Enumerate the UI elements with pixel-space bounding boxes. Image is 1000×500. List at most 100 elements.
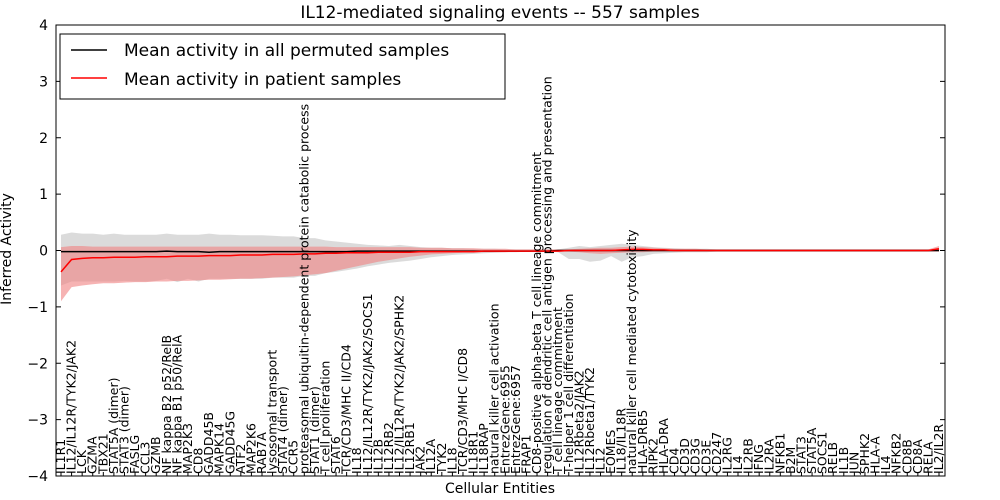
chart-title: IL12-mediated signaling events -- 557 sa… [300,3,700,23]
x-tick-label: HLA-A [868,436,883,474]
x-axis-label: Cellular Entities [445,481,555,497]
x-tick-label: STAT4 (dimer) [275,386,290,474]
x-tick-label: T cell lineage commitment [550,307,565,475]
x-tick-label: SPHK2 [857,433,872,474]
y-tick-label: 3 [39,74,48,90]
x-tick-label: FRAP1 [518,435,533,474]
x-tick-label: NFKB1 [772,433,787,474]
x-tick-label: TYK2 [434,443,449,475]
x-tick-label: IL1B [836,447,851,474]
x-tick-label: T-helper 1 cell differentiation [561,294,576,475]
legend-label-patient: Mean activity in patient samples [124,70,401,90]
series-line-patient [60,248,940,273]
legend: Mean activity in all permuted samples Me… [59,33,506,100]
x-tick-label: IL18R1 [466,431,481,474]
x-tick-label: IL12/IL12R/TYK2/JAK2 [64,340,79,474]
y-tick-labels: −4 −3 −2 −1 0 1 2 3 4 [27,18,48,485]
y-tick-label: 0 [39,244,48,260]
x-tick-labels: IL1R1IL12/IL12R/TYK2/JAK2LCKGZMATBX21STA… [53,76,946,475]
x-tick-label: STAT5A [804,427,819,474]
x-tick-label: IL12 [593,447,608,474]
x-tick-label: GADD45B [201,412,216,474]
x-tick-label: IL12Rbeta2/JAK2 [571,370,586,474]
x-tick-label: MAPK14 [212,423,227,474]
y-axis-label: Inferred Activity [0,193,15,305]
x-tick-label: CD3E [698,440,713,474]
band-patient [61,246,939,302]
x-tick-label: IL12Rbeta1/TYK2 [582,367,597,474]
x-tick-label: MAP2K6 [243,423,258,474]
x-tick-label: FASLG [127,435,142,474]
x-tick-label: HLA-DRB5 [635,410,650,474]
x-tick-label: IL18/IL18R [614,408,629,474]
x-tick-label: IL12A [423,438,438,474]
spread-bands [61,232,939,302]
x-tick-label: CD8B [899,439,914,474]
x-tick-label: IL4 [730,455,745,474]
y-tick-label: −1 [27,300,48,316]
x-tick-label: TCR/CD3/MHC II/CD4 [339,344,354,475]
x-tick-label: IFNG [751,444,766,474]
x-tick-label: proteasomal ubiquitin-dependent protein … [296,104,311,474]
x-tick-label: IL12RB2 [381,422,396,474]
y-tick-label: −2 [27,356,48,372]
x-tick-label: LCK [74,449,89,474]
series-lines [60,248,940,273]
x-tick-label: STAT3 [794,436,809,474]
x-tick-label: CD8A [910,439,925,474]
y-tick-label: 2 [39,131,48,147]
x-tick-label: STAT6 [328,436,343,474]
x-tick-label: lysosomal transport [265,350,280,474]
x-tick-label: CD8 [191,448,206,474]
x-tick-label: IL4 [878,455,893,474]
x-tick-label: B2M [783,447,798,474]
x-tick-label: IL12/IL12R/TYK2/JAK2/SPHK2 [392,295,407,474]
x-tick-label: IL18RAP [476,423,491,474]
x-tick-label: IL12B [370,439,385,474]
x-tick-label: SOCS1 [815,432,830,474]
legend-label-permuted: Mean activity in all permuted samples [124,41,449,61]
x-tick-label: IL2RA [762,438,777,474]
legend-box [59,33,506,100]
x-tick-label: EntrezGene:6957 [508,365,523,474]
x-tick-label: STAT3 (dimer) [117,386,132,474]
x-tick-label: IL12RB1 [402,422,417,474]
x-tick-label: ATF2 [233,444,248,474]
x-tick-label: HLA-DRA [656,418,671,474]
x-tick-label: STAT1 (dimer) [307,386,322,474]
x-tick-label: CCR5 [286,440,301,474]
x-tick-label: CD4 [667,448,682,474]
x-tick-label: EOMES [603,430,618,474]
x-tick-label: IL18 [444,447,459,474]
x-tick-label: EntrezGene:6955 [497,365,512,474]
x-tick-label: RELA [920,441,935,474]
x-tick-label: IL18 [349,447,364,474]
x-tick-label: TBX21 [95,433,110,475]
x-tick-label: JAK2 [413,446,428,475]
x-tick-label: natural killer cell mediated cytotoxicit… [624,229,639,474]
y-tick-label: −3 [27,413,48,429]
x-tick-label: CCL3 [138,442,153,474]
x-tick-label: natural killer cell activation [487,303,502,474]
x-tick-label: JUN [846,452,861,475]
x-tick-label: GADD45G [222,411,237,474]
x-tick-label: GZMB [148,436,163,474]
x-tick-label: GZMA [85,436,100,474]
x-tick-label: NF kappa B1 p50/RelA [169,334,184,474]
axes [55,24,946,477]
x-tick-label: T cell proliferation [318,361,333,475]
x-tick-label: regulation of dendritic cell antigen pro… [540,76,555,474]
x-tick-label: CD247 [709,432,724,474]
x-tick-label: IL2RG [719,437,734,474]
x-tick-label: CD3D [677,438,692,474]
x-tick-label: RELB [825,442,840,474]
x-tick-label: CD3G [688,438,703,474]
x-tick-label: TCR/CD3/MHC I/CD8 [455,348,470,475]
x-tick-label: RAB7A [254,432,269,474]
x-tick-label: RIPK2 [645,438,660,474]
x-tick-label: MAP2K3 [180,423,195,474]
x-tick-label: IL12/IL12R/TYK2/JAK2/SOCS1 [360,293,375,474]
y-tick-label: 4 [39,18,48,34]
y-tick-label: 1 [39,187,48,203]
x-tick-label: IL2RB [741,438,756,474]
